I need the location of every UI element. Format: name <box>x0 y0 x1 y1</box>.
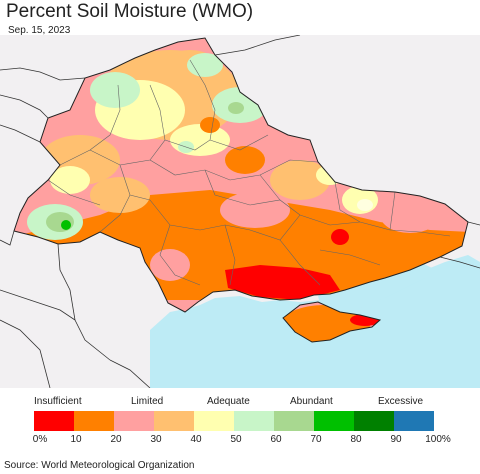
legend-tick: 40 <box>190 434 202 445</box>
legend-tick: 60 <box>270 434 282 445</box>
legend-color-bar <box>34 411 434 431</box>
legend-tick: 90 <box>390 434 402 445</box>
legend-bin-90-100 <box>394 411 434 431</box>
oblast-boundaries <box>47 59 451 286</box>
legend-label-abundant: Abundant <box>290 396 333 407</box>
legend-tick: 20 <box>110 434 122 445</box>
legend-label-adequate: Adequate <box>207 396 250 407</box>
legend-bin-80-90 <box>354 411 394 431</box>
legend-tick: 30 <box>150 434 162 445</box>
legend-bin-30-40 <box>154 411 194 431</box>
legend-bin-40-50 <box>194 411 234 431</box>
legend-tick: 10 <box>70 434 82 445</box>
legend-tick: 50 <box>230 434 242 445</box>
legend-bin-10-20 <box>74 411 114 431</box>
neighbour-borders <box>0 35 480 388</box>
soil-moisture-map <box>0 35 480 388</box>
map-title: Percent Soil Moisture (WMO) <box>6 1 254 22</box>
legend-bin-60-70 <box>274 411 314 431</box>
legend-bin-20-30 <box>114 411 154 431</box>
legend-bin-0-10 <box>34 411 74 431</box>
legend-tick: 70 <box>310 434 322 445</box>
source-credit: Source: World Meteorological Organizatio… <box>4 460 195 471</box>
legend-tick: 100% <box>425 434 451 445</box>
legend-bin-50-60 <box>234 411 274 431</box>
legend-label-excessive: Excessive <box>378 396 424 407</box>
sea-of-azov <box>318 262 432 312</box>
legend-label-insufficient: Insufficient <box>34 396 82 407</box>
legend-label-limited: Limited <box>131 396 164 407</box>
legend-tick: 0% <box>32 434 48 445</box>
legend-bin-70-80 <box>314 411 354 431</box>
legend-tick: 80 <box>350 434 362 445</box>
country-border <box>13 37 469 343</box>
map-date: Sep. 15, 2023 <box>8 25 71 36</box>
